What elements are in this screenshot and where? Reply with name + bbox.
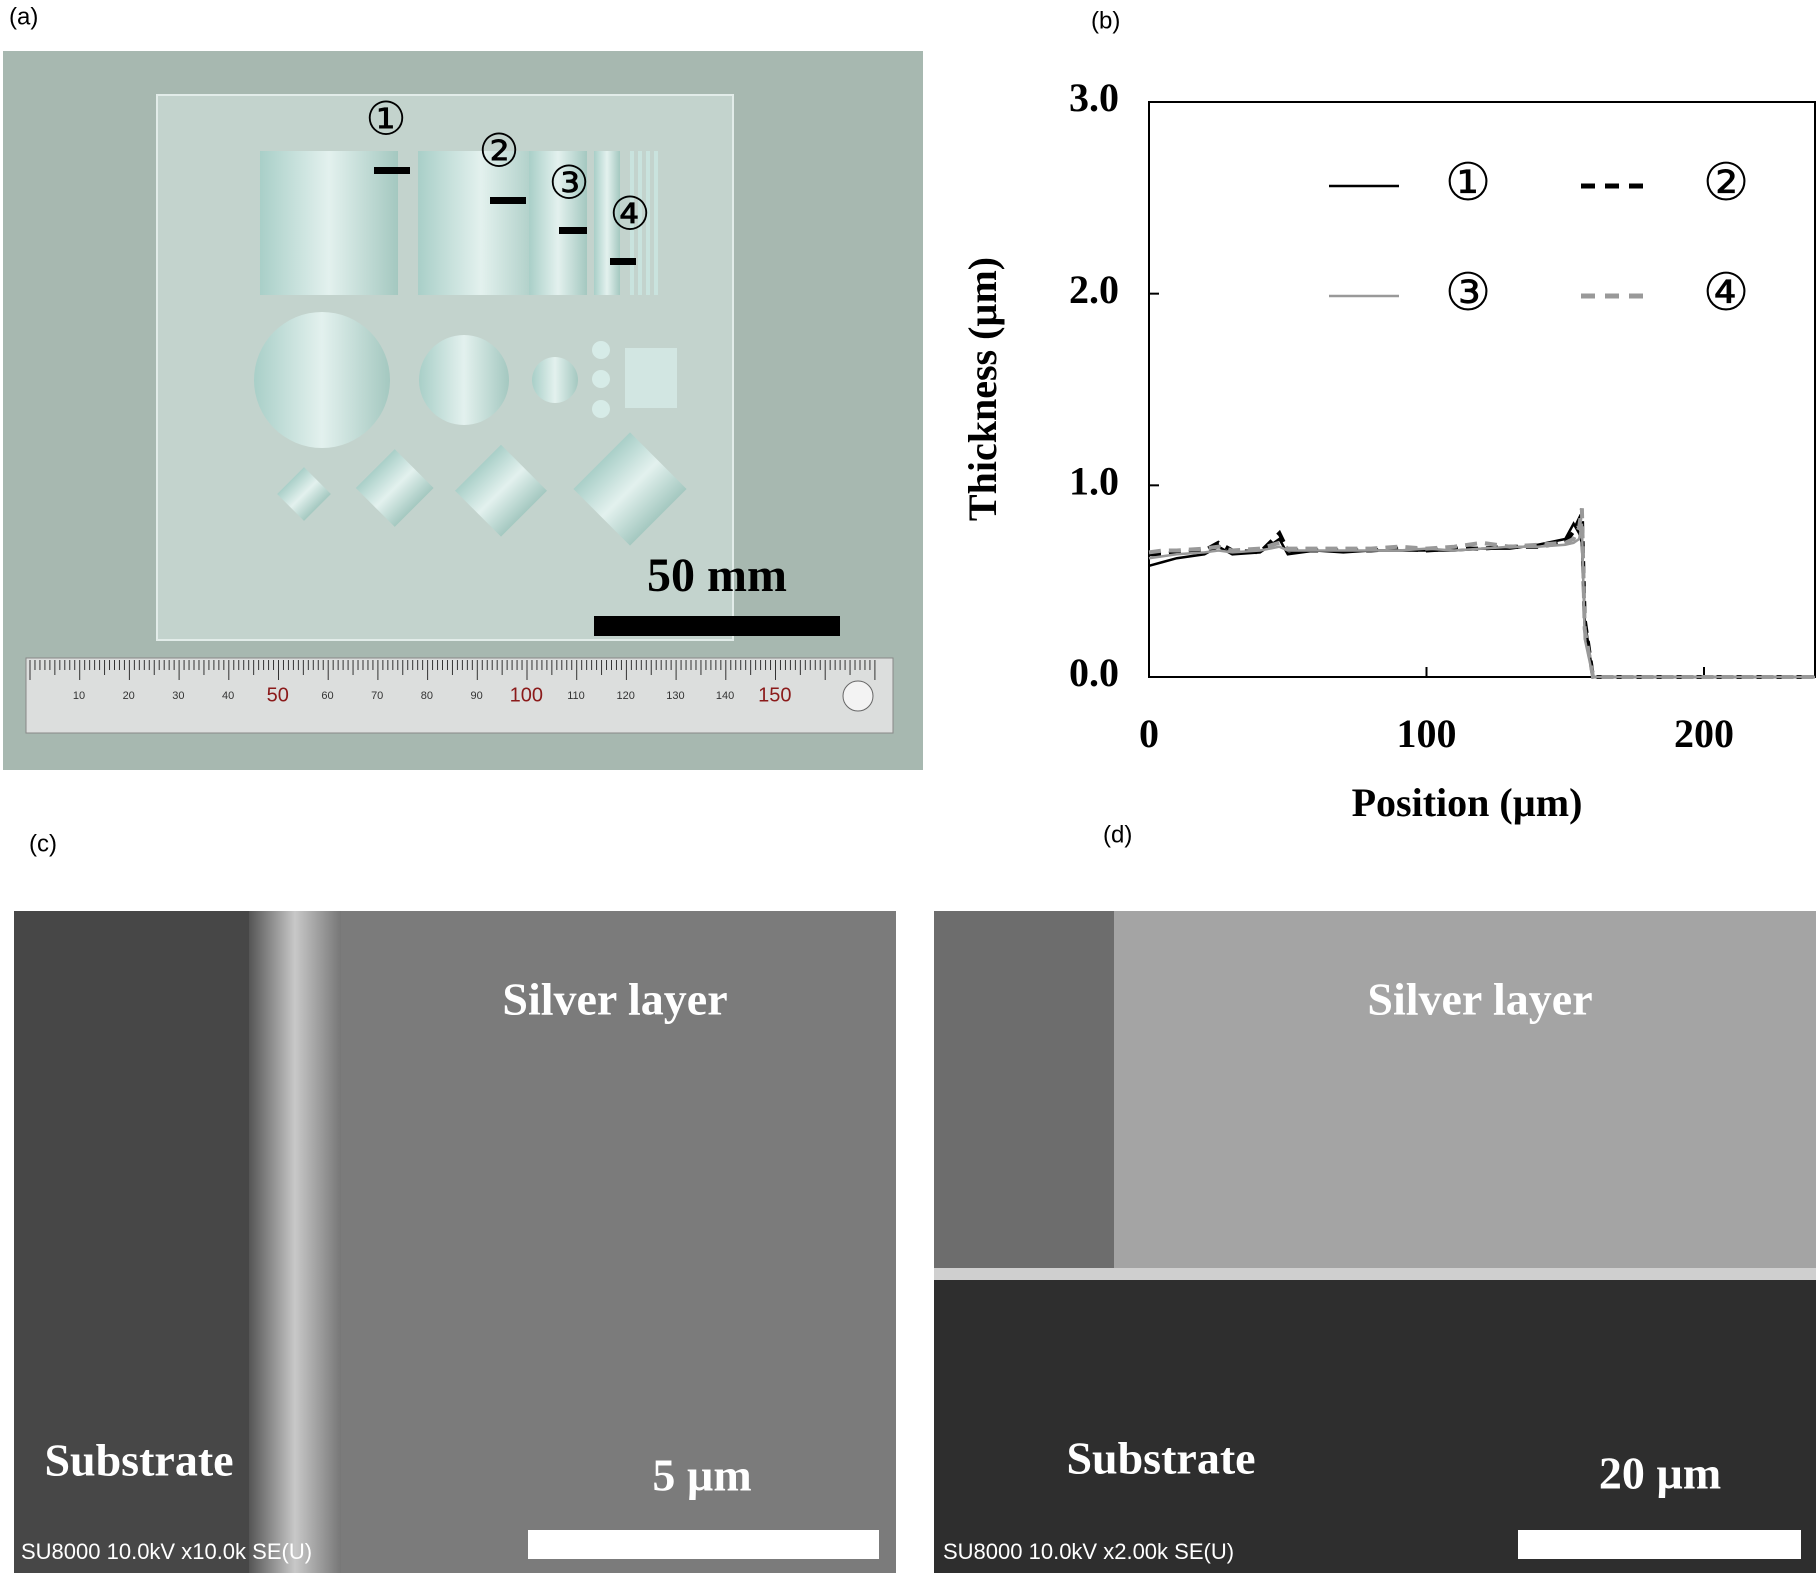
photo [3,51,923,770]
ruler-label: 30 [172,690,184,702]
marker-label: ③ [548,156,589,210]
sem-label: Substrate [1066,1433,1255,1484]
y-tick-label: 1.0 [1069,459,1119,504]
y-axis-title: Thickness (µm) [960,257,1005,521]
scale-bar [528,1530,879,1559]
ruler-label: 140 [716,690,734,702]
scale-label: 20 µm [1599,1448,1721,1499]
x-tick-label: 100 [1397,711,1457,756]
panel-label: (b) [1091,7,1120,34]
legend-label: ④ [1703,263,1750,323]
x-axis-title: Position (µm) [1352,780,1583,825]
ruler-label: 150 [758,684,791,706]
plot-frame [1148,101,1816,678]
ruler-label: 50 [267,684,289,706]
sem-substrate [934,1277,1816,1573]
marker-label: ② [478,124,519,178]
ruler-label: 110 [567,690,585,702]
sem-info: SU8000 10.0kV x10.0k SE(U) [21,1539,312,1564]
sem-substrate [14,911,249,1573]
scale-bar [1518,1530,1801,1559]
x-tick-label: 0 [1139,711,1159,756]
ruler-label: 80 [421,690,433,702]
panel-label: (d) [1103,821,1132,848]
panel-label: (c) [29,830,57,857]
panel-label: (a) [9,3,38,30]
marker-label: ④ [609,187,650,241]
sem-info: SU8000 10.0kV x2.00k SE(U) [943,1539,1234,1564]
ruler-label: 20 [123,690,135,702]
scale-label: 50 mm [647,549,787,602]
scale-label: 5 µm [652,1450,751,1501]
data-line [1148,521,1815,679]
ruler-label: 70 [371,690,383,702]
ruler-label: 60 [321,690,333,702]
sem-edge [249,911,341,1573]
data-line [1148,523,1815,679]
ruler-label: 40 [222,690,234,702]
y-tick-label: 3.0 [1069,75,1119,120]
sem-substrate-region [934,911,1114,1277]
ruler-label: 100 [510,684,543,706]
legend-label: ① [1445,153,1492,213]
data-line [1148,508,1815,679]
ruler-label: 130 [666,690,684,702]
sem-label: Silver layer [502,974,727,1025]
sem-label: Silver layer [1367,974,1592,1025]
sem-edge [934,1268,1816,1280]
legend-label: ② [1703,153,1750,213]
legend-label: ③ [1445,263,1492,323]
ruler-label: 10 [73,690,85,702]
data-line [1149,513,1815,679]
x-tick-label: 200 [1674,711,1734,756]
y-tick-label: 2.0 [1069,267,1119,312]
sem-label: Substrate [44,1435,233,1486]
ruler-label: 120 [617,690,635,702]
ruler-label: 90 [470,690,482,702]
y-tick-label: 0.0 [1069,650,1119,695]
marker-label: ① [365,92,406,146]
